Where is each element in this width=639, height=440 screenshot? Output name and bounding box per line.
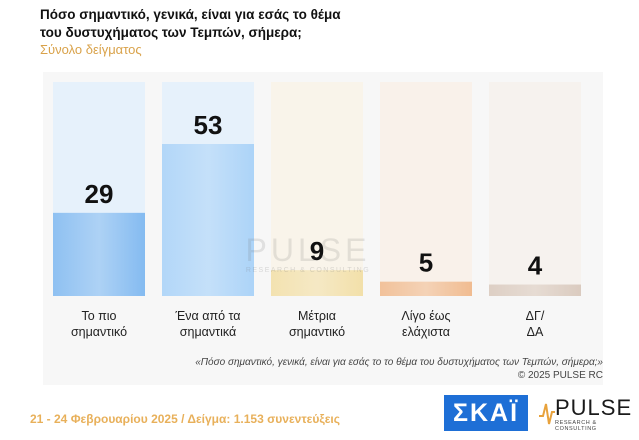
category-label-1-line-2: σημαντικό bbox=[71, 325, 127, 339]
data-label-2: 53 bbox=[194, 110, 223, 140]
footer bbox=[0, 393, 639, 440]
bar-background-4 bbox=[380, 82, 472, 296]
source-note: «Πόσο σημαντικό, γενικά, είναι για εσάς … bbox=[195, 357, 603, 368]
chart-title: Πόσο σημαντικό, γενικά, είναι για εσάς τ… bbox=[40, 6, 600, 42]
pulse-logo-main: PULSE bbox=[555, 395, 633, 420]
category-label-1-line-1: Το πιο bbox=[81, 309, 116, 323]
pulse-logo-icon bbox=[539, 403, 555, 425]
bar-2 bbox=[162, 144, 254, 296]
bar-chart: 29 Το πιο σημαντικό 53 Ένα από τα σημαντικά 9 Μ… bbox=[53, 82, 581, 339]
bar-background-5 bbox=[489, 82, 581, 296]
category-label-5-line-2: ΔΑ bbox=[527, 325, 544, 339]
copyright: © 2025 PULSE RC bbox=[517, 370, 603, 381]
category-label-3-line-1: Μέτρια bbox=[298, 309, 336, 323]
bar-1 bbox=[53, 212, 145, 296]
chart-subtitle: Σύνολο δείγματος bbox=[40, 42, 142, 57]
category-label-4-line-2: ελάχιστα bbox=[402, 325, 450, 339]
category-label-5-line-1: ΔΓ/ bbox=[526, 309, 545, 323]
data-label-1: 29 bbox=[85, 179, 114, 209]
category-label-2-line-2: σημαντικά bbox=[180, 325, 236, 339]
bar-background-3 bbox=[271, 82, 363, 296]
chart-title-line-1: Πόσο σημαντικό, γενικά, είναι για εσάς τ… bbox=[40, 7, 341, 22]
footer-text: 21 - 24 Φεβρουαρίου 2025 / Δείγμα: 1.153… bbox=[30, 412, 340, 426]
data-label-5: 4 bbox=[528, 251, 543, 281]
pulse-logo: PULSE RESEARCH & CONSULTING bbox=[537, 395, 633, 432]
category-label-4-line-1: Λίγο έως bbox=[401, 309, 450, 323]
data-label-4: 5 bbox=[419, 248, 433, 278]
category-label-3-line-2: σημαντικό bbox=[289, 325, 345, 339]
pulse-logo-sub: RESEARCH & CONSULTING bbox=[555, 420, 597, 432]
skai-logo: ΣΚΑΪ bbox=[444, 395, 528, 431]
data-label-3: 9 bbox=[310, 236, 324, 266]
plot-area: 29 Το πιο σημαντικό 53 Ένα από τα σημαντικά 9 Μ… bbox=[43, 72, 603, 385]
category-label-2-line-1: Ένα από τα bbox=[174, 309, 240, 323]
bar-3 bbox=[271, 270, 363, 296]
bar-5 bbox=[489, 284, 581, 296]
chart-title-line-2: του δυστυχήματος των Τεμπών, σήμερα; bbox=[40, 25, 302, 40]
bar-4 bbox=[380, 281, 472, 296]
